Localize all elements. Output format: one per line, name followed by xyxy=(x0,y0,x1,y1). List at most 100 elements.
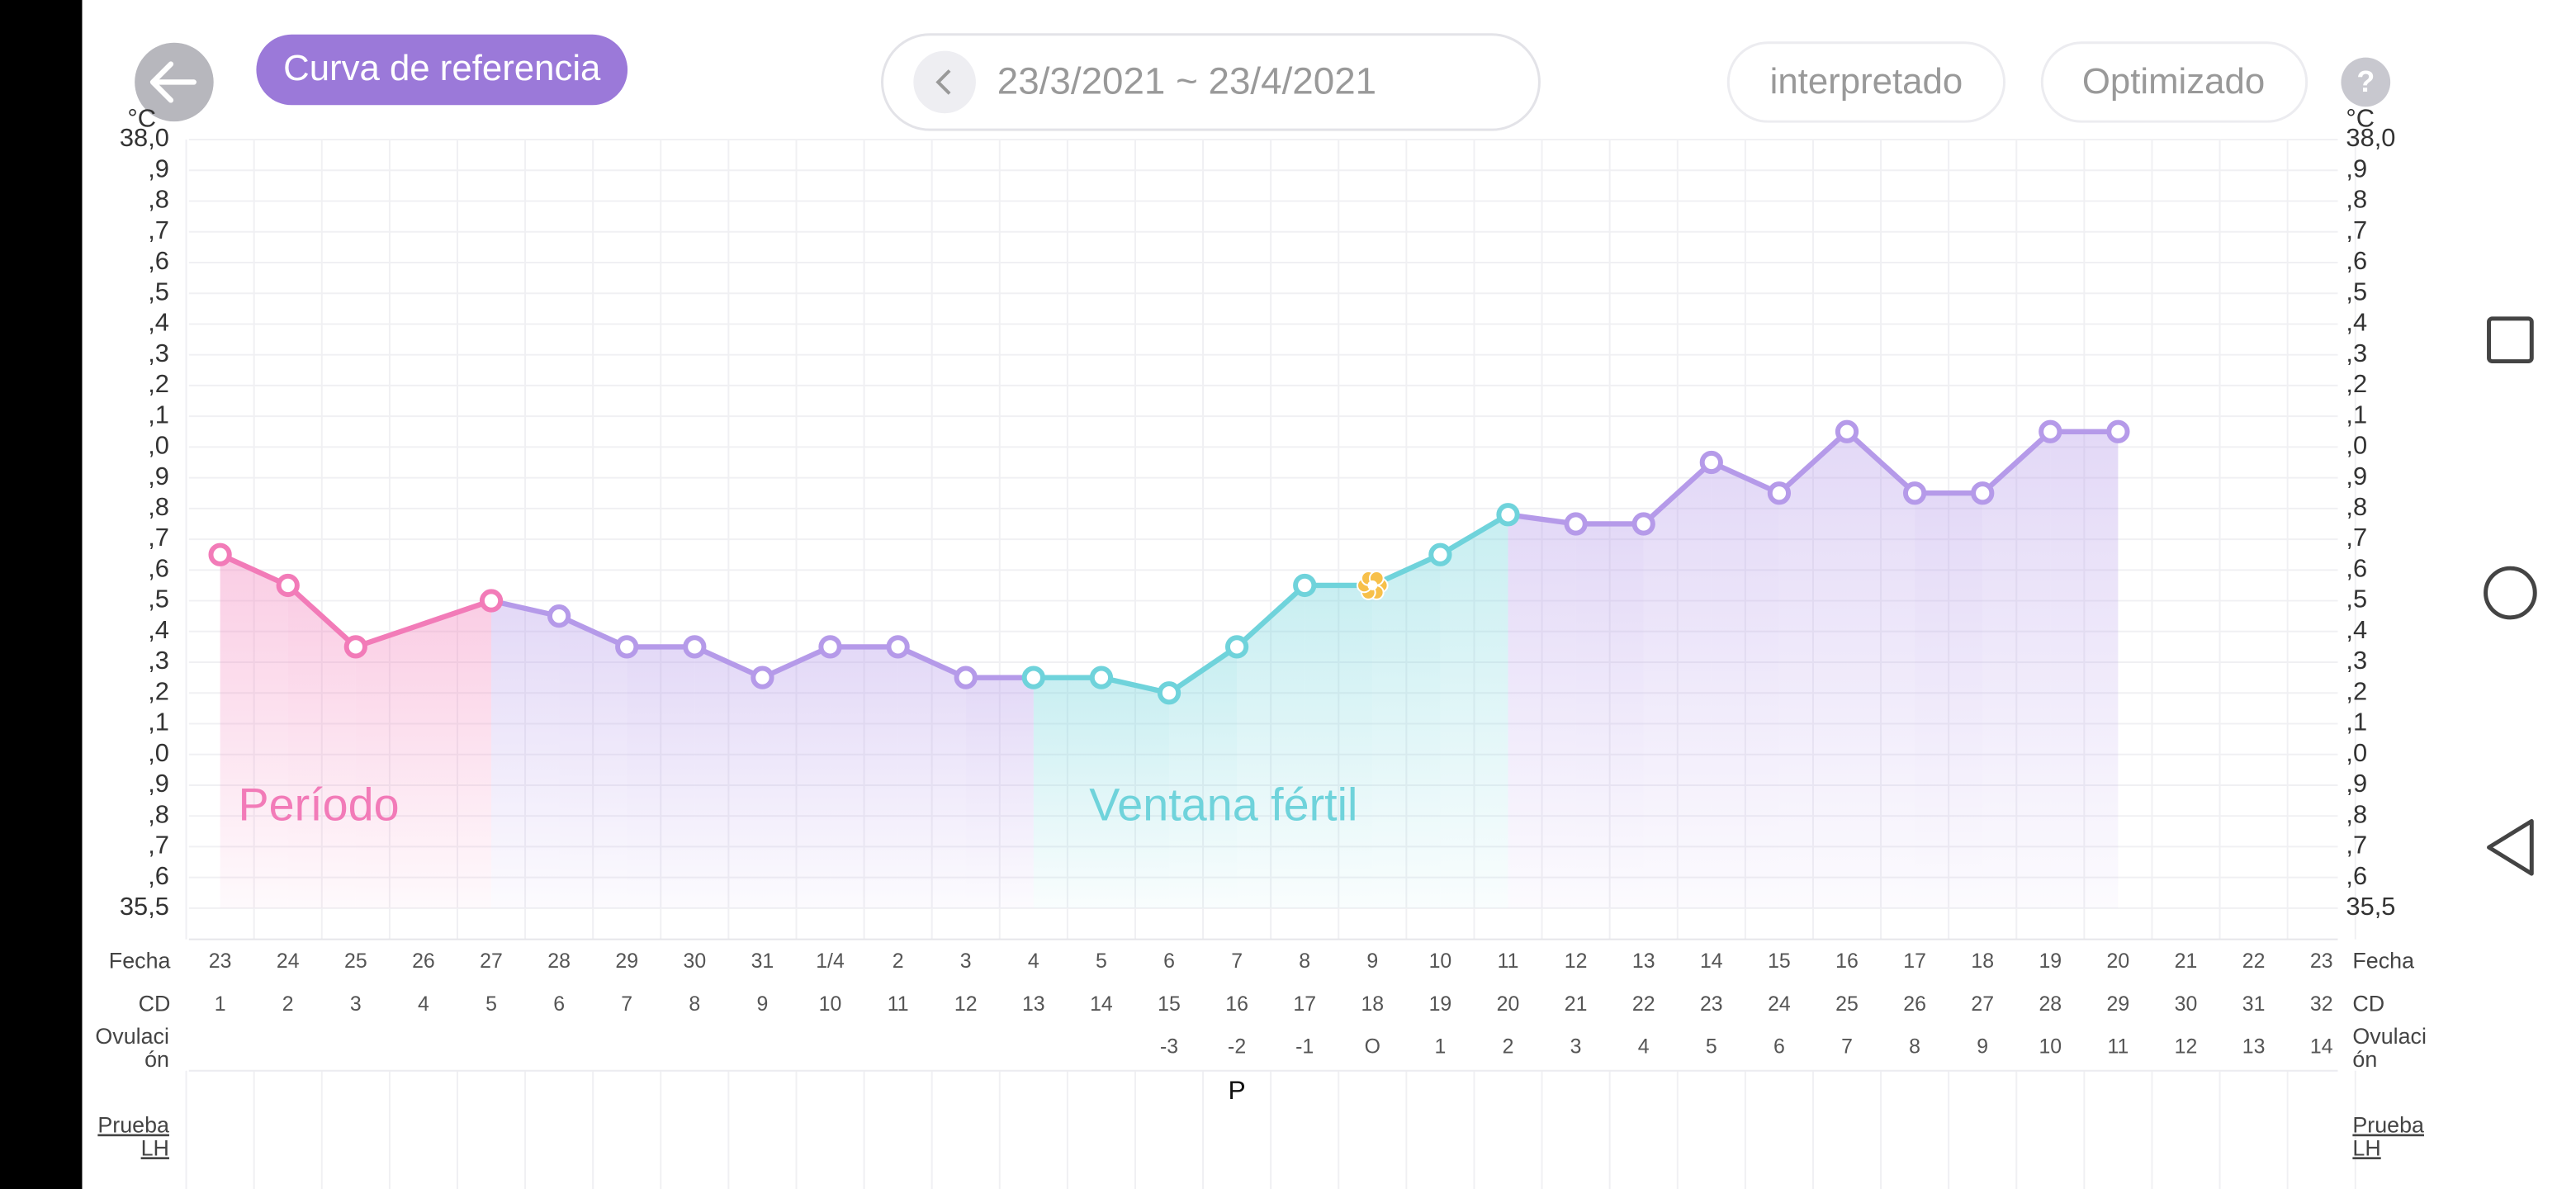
x-tick-label: 23 xyxy=(209,950,232,973)
area xyxy=(694,647,763,908)
point xyxy=(1496,503,1520,527)
cycle-day: 13 xyxy=(1022,992,1045,1016)
help-button[interactable] xyxy=(2341,57,2391,107)
line-segment xyxy=(1844,429,1918,496)
ovulation-day: 2 xyxy=(1503,1035,1514,1059)
reference-button[interactable] xyxy=(256,34,628,106)
row-label: Fecha xyxy=(109,949,171,973)
row-label-right: CD xyxy=(2352,991,2384,1016)
y2-tick-label: ,6 xyxy=(2346,553,2367,582)
cycle-day: 22 xyxy=(1632,992,1655,1016)
area xyxy=(1643,462,1712,908)
area xyxy=(559,616,627,908)
area xyxy=(491,600,560,908)
area xyxy=(897,647,966,908)
y-tick-label: ,4 xyxy=(148,615,169,644)
x-tick-label: 13 xyxy=(1632,950,1655,973)
area xyxy=(1711,462,1779,908)
y-tick-label: ,9 xyxy=(148,462,169,490)
y-tick-label: ,0 xyxy=(148,738,169,767)
x-tick-label: 4 xyxy=(1028,950,1039,973)
cycle-day: 12 xyxy=(954,992,978,1016)
point xyxy=(276,573,300,598)
point xyxy=(1089,666,1114,689)
y2-tick-label: ,2 xyxy=(2346,676,2367,705)
y2-tick-label: ,4 xyxy=(2346,615,2367,644)
cycle-day: 20 xyxy=(1497,992,1520,1016)
x-tick-label: 29 xyxy=(615,950,638,973)
ovulation-day: 13 xyxy=(2242,1035,2266,1059)
x-tick-label: 6 xyxy=(1163,950,1175,973)
y-tick-label: ,8 xyxy=(148,492,169,521)
y-tick-label: ,3 xyxy=(148,646,169,675)
y2-tick-label: ,6 xyxy=(2346,861,2367,890)
x-tick-label: 23 xyxy=(2310,950,2333,973)
ovulation-day: 4 xyxy=(1638,1035,1650,1059)
y-tick-label: ,6 xyxy=(148,861,169,890)
cycle-day: 10 xyxy=(819,992,842,1016)
y2-tick-label: ,3 xyxy=(2346,339,2367,367)
interpreted-button[interactable] xyxy=(1726,41,2006,123)
area xyxy=(830,647,898,908)
y2-tick-label: ,5 xyxy=(2346,277,2367,306)
y2-tick-label: ,0 xyxy=(2346,738,2367,767)
cycle-day: 1 xyxy=(215,992,226,1016)
flower-center xyxy=(1367,580,1378,590)
area xyxy=(762,647,831,908)
cycle-day: 2 xyxy=(282,992,294,1016)
cycle-day: 19 xyxy=(1429,992,1452,1016)
ovulation-day: O xyxy=(1365,1035,1380,1059)
x-tick-label: 15 xyxy=(1768,950,1791,973)
cycle-day: 4 xyxy=(418,992,429,1016)
area xyxy=(1033,677,1101,908)
x-tick-label: 18 xyxy=(1971,950,1994,973)
point xyxy=(1564,512,1588,536)
x-tick-label: 14 xyxy=(1700,950,1723,973)
point xyxy=(1971,481,1995,505)
point xyxy=(547,604,571,628)
y-tick-label: ,0 xyxy=(148,431,169,460)
line-segment xyxy=(1708,459,1783,496)
point xyxy=(751,666,774,689)
y-tick-label: ,9 xyxy=(148,769,169,798)
point xyxy=(886,635,910,659)
y-tick-label: ,8 xyxy=(148,185,169,214)
cycle-day: 32 xyxy=(2310,992,2333,1016)
y2-tick-label: ,1 xyxy=(2346,400,2367,429)
point xyxy=(1902,481,1927,505)
line-segment xyxy=(1437,512,1511,557)
cycle-day: 14 xyxy=(1090,992,1113,1016)
point xyxy=(208,542,232,566)
y-tick-label: ,3 xyxy=(148,339,169,367)
x-tick-label: 8 xyxy=(1299,950,1310,973)
cycle-day: 18 xyxy=(1361,992,1384,1016)
ovulation-day: -1 xyxy=(1295,1035,1314,1059)
cycle-day: 5 xyxy=(485,992,497,1016)
nav-back[interactable] xyxy=(2487,818,2534,876)
x-tick-label: 28 xyxy=(547,950,571,973)
y2-tick-label: ,9 xyxy=(2346,154,2367,182)
back-button[interactable] xyxy=(135,42,214,122)
cycle-day: 17 xyxy=(1293,992,1316,1016)
x-tick-label: 2 xyxy=(893,950,904,973)
point xyxy=(1224,635,1249,659)
left-bar xyxy=(0,0,83,1189)
x-tick-label: 10 xyxy=(1429,950,1452,973)
nav-home[interactable] xyxy=(2484,566,2537,620)
point xyxy=(2106,419,2130,443)
row-label-right: Ovulaci xyxy=(2352,1024,2427,1049)
nav-bar xyxy=(2442,0,2576,1189)
ovulation-day: 6 xyxy=(1773,1035,1785,1059)
x-tick-label: 30 xyxy=(683,950,706,973)
date-range-pill[interactable] xyxy=(881,33,1541,131)
row-label: LH xyxy=(141,1135,169,1160)
y-tick-label: ,4 xyxy=(148,308,169,337)
y2-tick-label: 35,5 xyxy=(2346,892,2395,921)
row-label: CD xyxy=(139,991,171,1016)
optimized-button[interactable] xyxy=(2040,41,2308,123)
nav-recents[interactable] xyxy=(2487,316,2534,364)
point xyxy=(1021,666,1045,689)
ovulation-day: 5 xyxy=(1706,1035,1717,1059)
line-segment xyxy=(285,582,359,650)
